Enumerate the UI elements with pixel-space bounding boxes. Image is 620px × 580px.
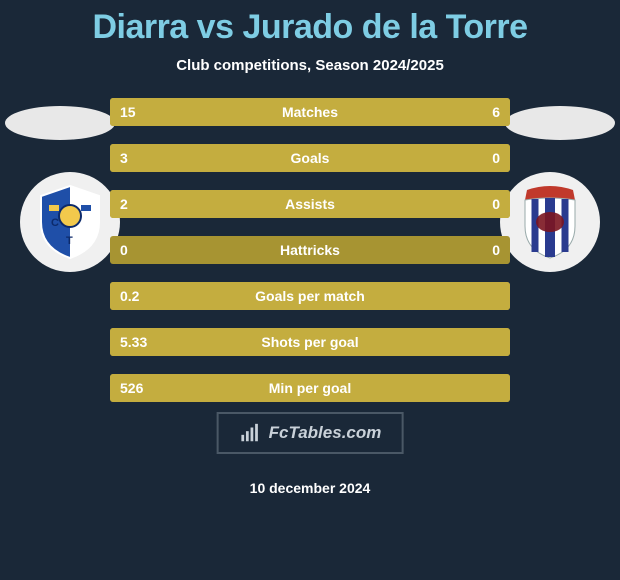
watermark: FcTables.com — [217, 412, 404, 454]
club-crest-left: C D T — [20, 172, 120, 272]
metric-value-left: 3 — [120, 144, 128, 172]
svg-text:C: C — [51, 217, 59, 229]
metric-bars: Matches156Goals30Assists20Hattricks00Goa… — [110, 98, 510, 420]
comparison-stage: C D T Matches156Goals30Assists20Hattrick… — [0, 92, 620, 562]
title-left: Diarra — [92, 8, 187, 46]
metric-value-left: 5.33 — [120, 328, 147, 356]
date-label: 10 december 2024 — [0, 480, 620, 496]
metric-label: Min per goal — [110, 374, 510, 402]
metric-value-left: 0 — [120, 236, 128, 264]
metric-value-right: 6 — [492, 98, 500, 126]
subtitle: Club competitions, Season 2024/2025 — [0, 57, 620, 74]
watermark-text: FcTables.com — [269, 423, 382, 443]
metric-label: Assists — [110, 190, 510, 218]
metric-row: Goals3 0 — [110, 144, 510, 172]
svg-text:D: D — [81, 217, 89, 229]
metric-row: Hattricks0 0 — [110, 236, 510, 264]
club-crest-right — [500, 172, 600, 272]
metric-value-left: 15 — [120, 98, 136, 126]
metric-label: Goals — [110, 144, 510, 172]
metric-value-right: 0 — [492, 190, 500, 218]
title-vs: vs — [188, 8, 243, 46]
metric-label: Shots per goal — [110, 328, 510, 356]
metric-value-left: 0.2 — [120, 282, 139, 310]
metric-value-right: 0 — [492, 144, 500, 172]
metric-row: Matches15 6 — [110, 98, 510, 126]
metric-label: Matches — [110, 98, 510, 126]
metric-label: Hattricks — [110, 236, 510, 264]
metric-row: Shots per goal5.33 — [110, 328, 510, 356]
title-right: Jurado de la Torre — [242, 8, 527, 46]
metric-row: Min per goal526 — [110, 374, 510, 402]
shield-icon — [515, 182, 585, 262]
metric-row: Assists2 0 — [110, 190, 510, 218]
spotlight-right — [505, 106, 615, 140]
chart-icon — [239, 422, 261, 444]
metric-row: Goals per match0.2 — [110, 282, 510, 310]
spotlight-left — [5, 106, 115, 140]
metric-value-left: 526 — [120, 374, 143, 402]
shield-icon: C D T — [35, 182, 105, 262]
svg-text:T: T — [66, 235, 73, 247]
metric-label: Goals per match — [110, 282, 510, 310]
metric-value-left: 2 — [120, 190, 128, 218]
page-title: Diarra vs Jurado de la Torre — [0, 0, 620, 47]
metric-value-right: 0 — [492, 236, 500, 264]
